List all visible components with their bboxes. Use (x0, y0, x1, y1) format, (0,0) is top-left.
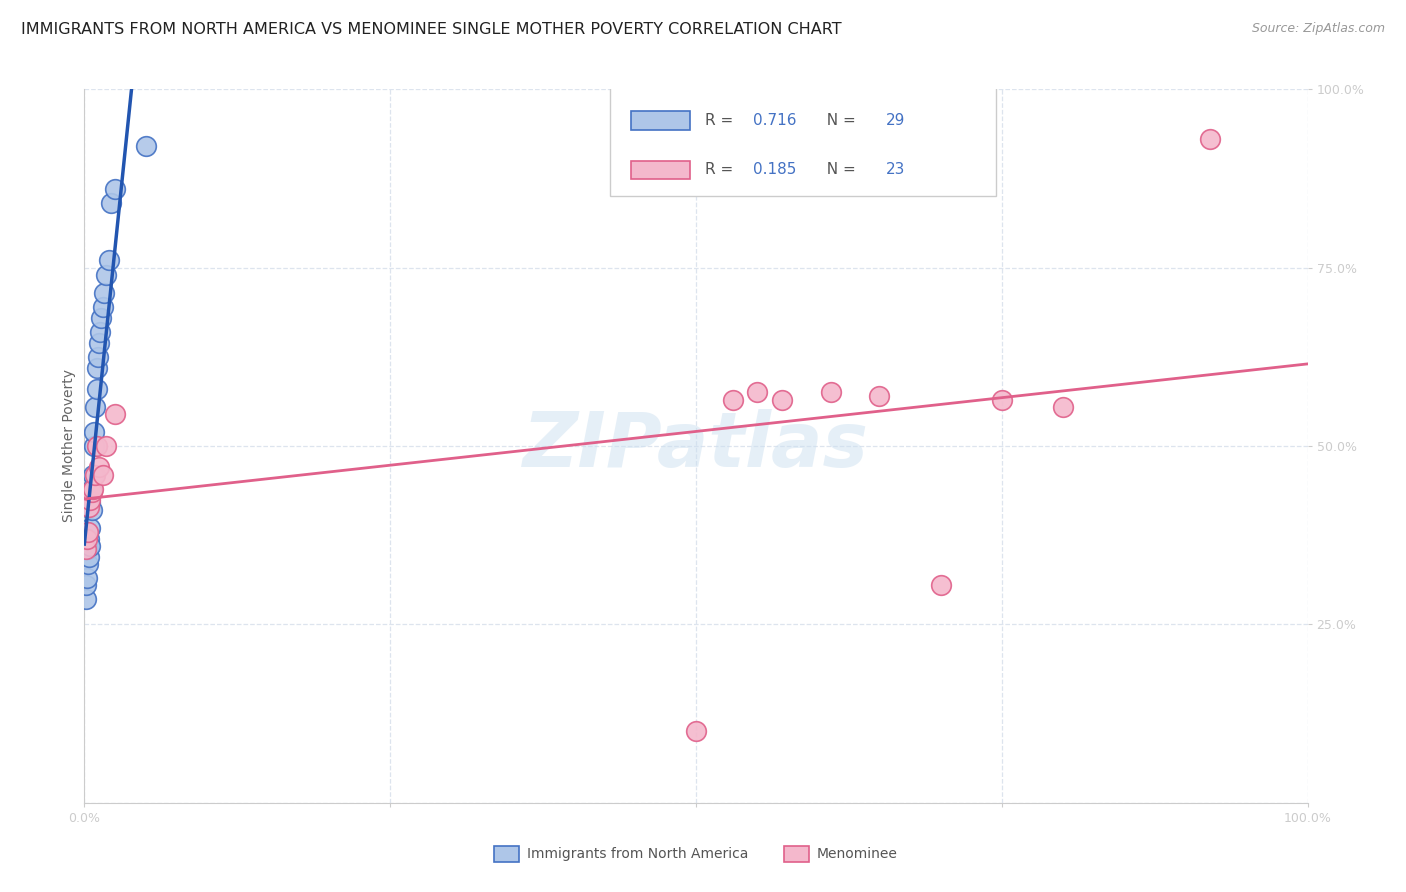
Legend: Immigrants from North America, Menominee: Immigrants from North America, Menominee (489, 840, 903, 867)
Point (747, 385, 769, 400)
FancyBboxPatch shape (631, 111, 690, 129)
Point (87, 350, 110, 364)
Point (79, 492, 101, 507)
Point (93, 285, 115, 300)
Point (721, 392, 744, 407)
Y-axis label: Single Mother Poverty: Single Mother Poverty (62, 369, 76, 523)
Point (80, 485, 103, 500)
Point (79, 521, 101, 535)
Point (685, 724, 707, 739)
Point (84, 400, 107, 414)
Point (75, 578, 97, 592)
Point (96, 439, 118, 453)
Point (89, 325, 111, 339)
Text: N =: N = (817, 112, 860, 128)
Point (869, 389, 891, 403)
Point (82, 482, 104, 496)
Point (97, 253, 120, 268)
Text: IMMIGRANTS FROM NORTH AMERICA VS MENOMINEE SINGLE MOTHER POVERTY CORRELATION CHA: IMMIGRANTS FROM NORTH AMERICA VS MENOMIN… (21, 22, 842, 37)
Text: ZIPatlas: ZIPatlas (523, 409, 869, 483)
Point (79, 496, 101, 510)
Point (770, 392, 793, 407)
Point (75, 592, 97, 607)
Text: N =: N = (817, 162, 860, 178)
Point (104, 407, 127, 421)
FancyBboxPatch shape (610, 86, 995, 196)
Point (83, 425, 105, 439)
Point (96, 268, 118, 282)
Text: R =: R = (704, 112, 738, 128)
Point (929, 578, 952, 592)
Point (100, 196, 122, 211)
Text: 0.716: 0.716 (754, 112, 797, 128)
Point (79, 539, 101, 553)
Point (86, 360, 108, 375)
Point (80, 482, 103, 496)
Point (135, 139, 157, 153)
Point (87, 460, 110, 475)
Text: Source: ZipAtlas.com: Source: ZipAtlas.com (1251, 22, 1385, 36)
Point (76, 571, 98, 585)
Point (820, 385, 842, 400)
Point (77, 500, 100, 514)
Point (83, 439, 105, 453)
Point (91, 300, 114, 314)
FancyBboxPatch shape (631, 161, 690, 179)
Point (75, 542, 97, 557)
Point (991, 392, 1014, 407)
Point (91, 467, 114, 482)
Text: 23: 23 (886, 162, 905, 178)
Point (84, 467, 107, 482)
Point (76, 532, 98, 546)
Point (77, 557, 100, 571)
Point (104, 182, 127, 196)
Point (86, 382, 108, 396)
Point (80, 503, 103, 517)
Point (82, 467, 104, 482)
Point (86, 439, 108, 453)
Point (77, 532, 100, 546)
Point (1198, 132, 1220, 146)
Text: R =: R = (704, 162, 738, 178)
Point (87, 335, 110, 350)
Point (1052, 400, 1074, 414)
Point (77, 542, 100, 557)
Text: 0.185: 0.185 (754, 162, 797, 178)
Text: 29: 29 (886, 112, 905, 128)
Point (77, 549, 100, 564)
Point (77, 524, 100, 539)
Point (90, 310, 112, 325)
